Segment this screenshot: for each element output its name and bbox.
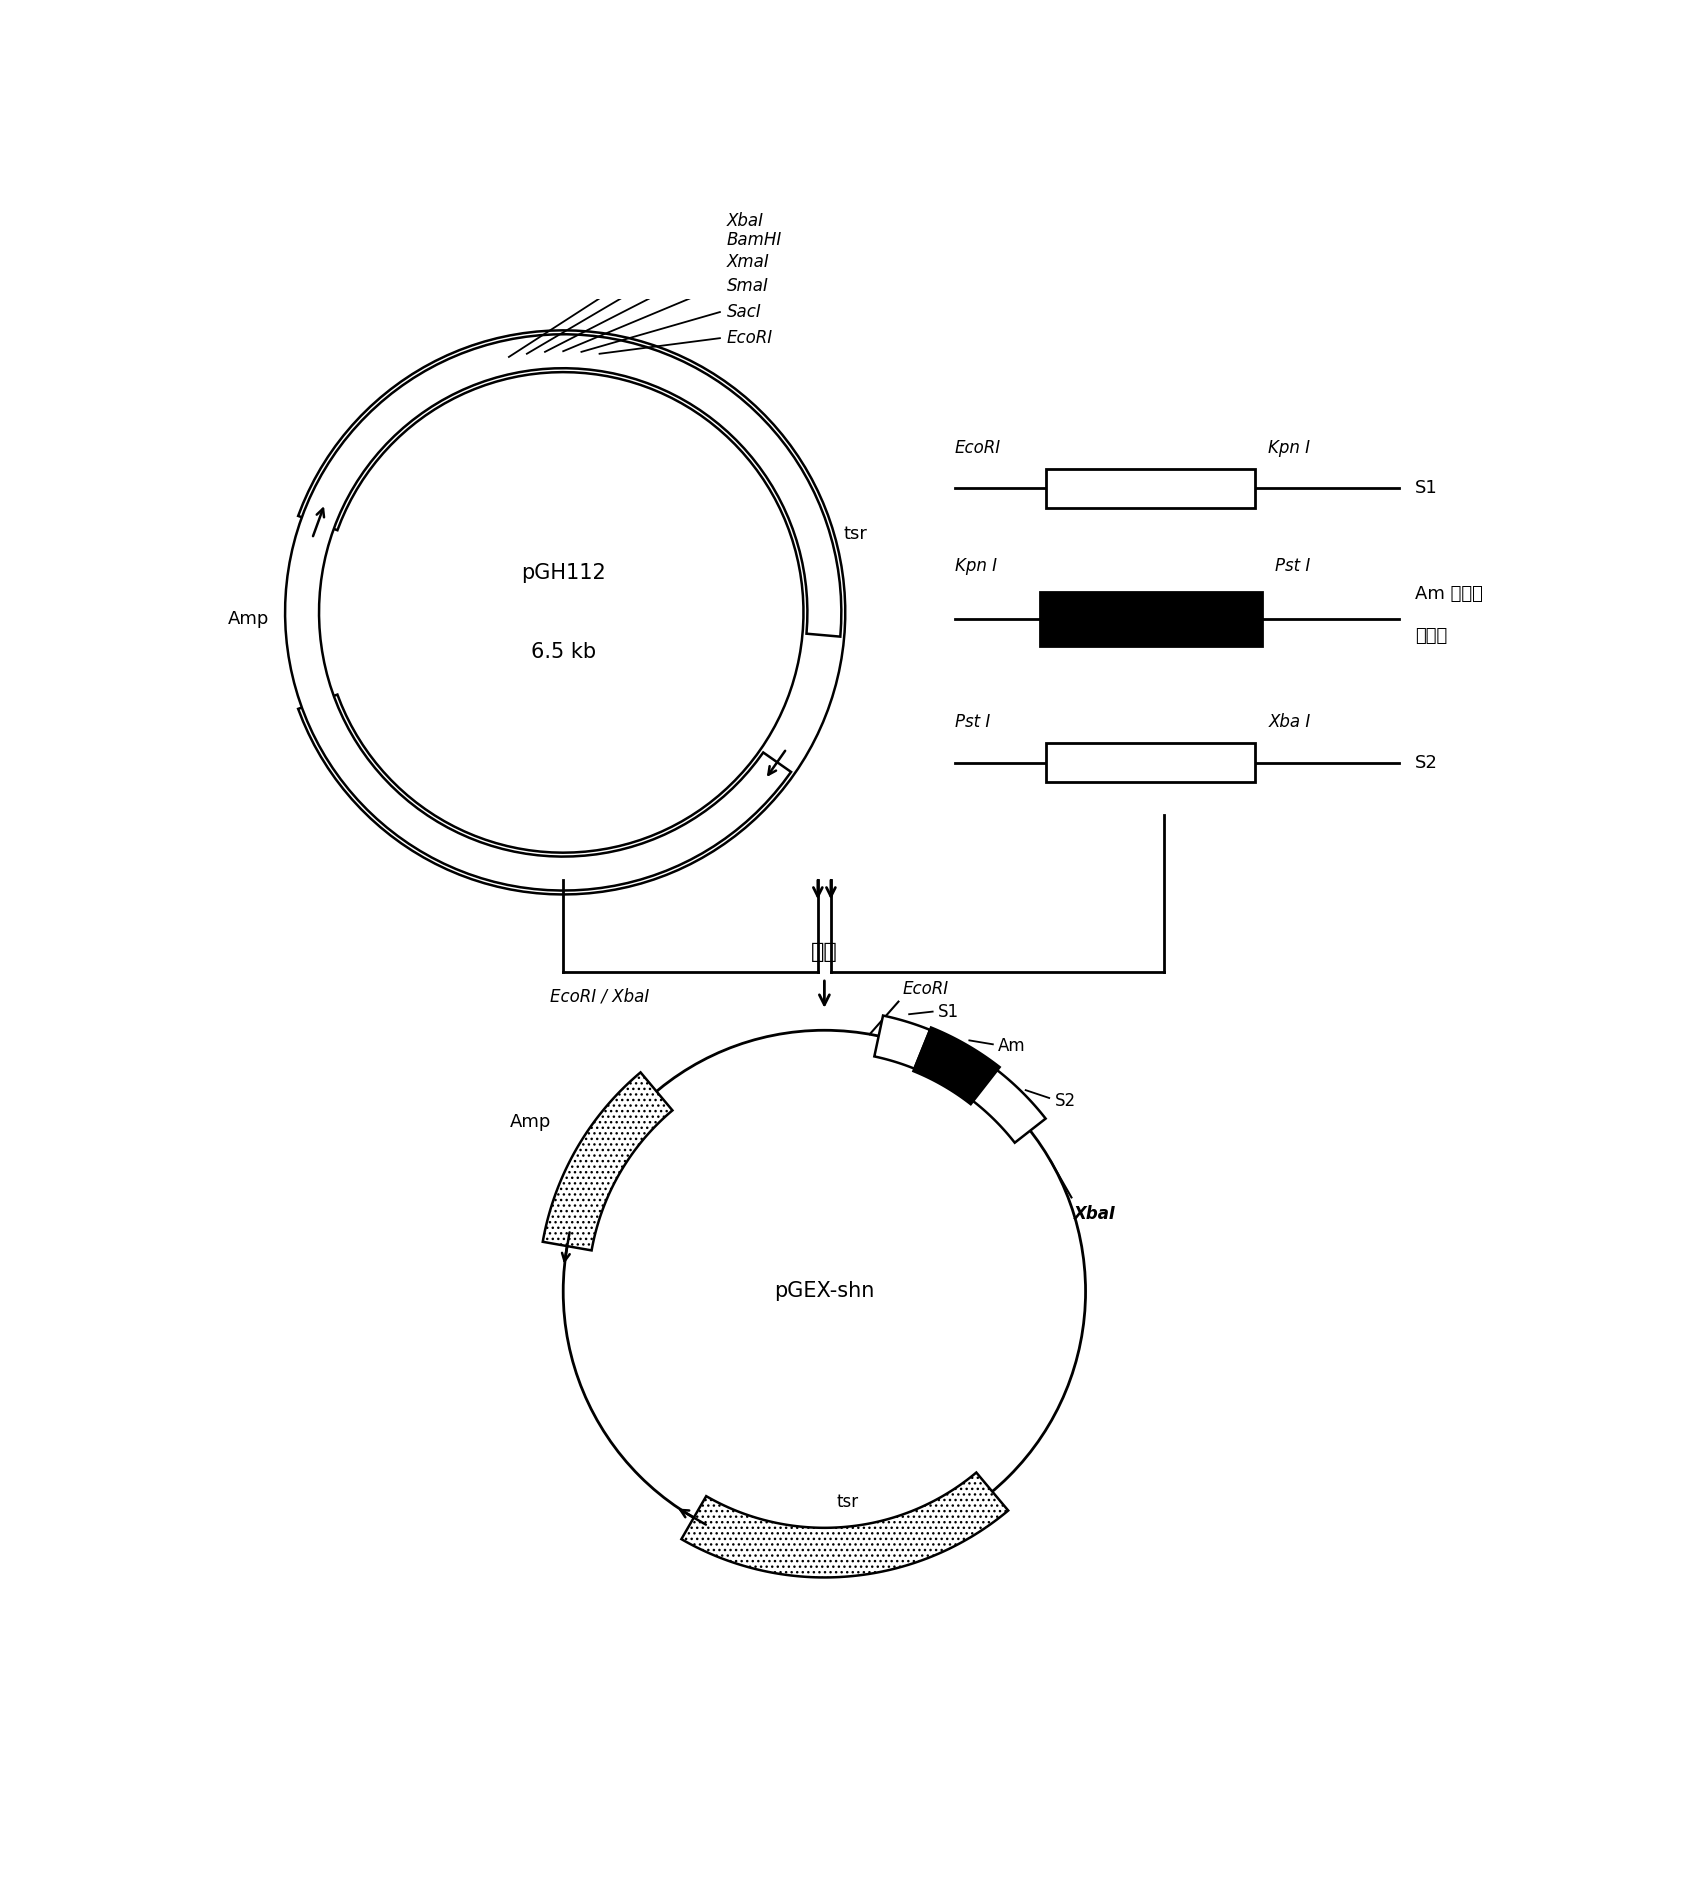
Text: S1: S1 bbox=[1415, 479, 1437, 498]
Text: Xba I: Xba I bbox=[1269, 713, 1311, 731]
Text: EcoRI / XbaI: EcoRI / XbaI bbox=[549, 988, 649, 1005]
Polygon shape bbox=[681, 1472, 1008, 1578]
Text: SacI: SacI bbox=[726, 303, 762, 320]
Polygon shape bbox=[298, 330, 846, 895]
Bar bbox=[1046, 743, 1255, 782]
Polygon shape bbox=[543, 1073, 672, 1250]
Text: Amp: Amp bbox=[509, 1112, 551, 1131]
Text: XbaI: XbaI bbox=[1073, 1205, 1115, 1223]
Text: S1: S1 bbox=[939, 1003, 959, 1020]
Text: EcoRI: EcoRI bbox=[726, 330, 772, 347]
Text: pGH112: pGH112 bbox=[521, 564, 605, 582]
Text: 因片段: 因片段 bbox=[1415, 628, 1447, 645]
Text: Kpn I: Kpn I bbox=[955, 558, 998, 575]
Text: tsr: tsr bbox=[836, 1493, 858, 1512]
Text: Pst I: Pst I bbox=[955, 713, 991, 731]
Text: S2: S2 bbox=[1055, 1091, 1075, 1110]
Text: Am 抗性基: Am 抗性基 bbox=[1415, 584, 1483, 603]
Polygon shape bbox=[875, 1016, 930, 1069]
Text: XbaI: XbaI bbox=[726, 211, 763, 230]
Text: EcoRI: EcoRI bbox=[955, 439, 1001, 456]
Text: Kpn I: Kpn I bbox=[1269, 439, 1311, 456]
Text: SmaI: SmaI bbox=[726, 277, 768, 294]
Text: BamHI: BamHI bbox=[726, 232, 782, 249]
Text: S2: S2 bbox=[1415, 754, 1437, 771]
Text: XmaI: XmaI bbox=[726, 253, 768, 271]
Text: Am: Am bbox=[998, 1037, 1026, 1054]
Text: 6.5 kb: 6.5 kb bbox=[531, 641, 596, 662]
Text: 连接: 连接 bbox=[810, 942, 837, 961]
Text: Amp: Amp bbox=[227, 611, 270, 628]
Polygon shape bbox=[285, 334, 841, 890]
Text: Pst I: Pst I bbox=[1276, 558, 1311, 575]
Text: EcoRI: EcoRI bbox=[903, 980, 949, 997]
Polygon shape bbox=[913, 1027, 999, 1105]
Text: tsr: tsr bbox=[844, 526, 868, 543]
Text: pGEX-shn: pGEX-shn bbox=[773, 1282, 875, 1301]
Bar bbox=[1046, 469, 1255, 507]
Polygon shape bbox=[974, 1071, 1046, 1142]
Bar bbox=[1040, 592, 1262, 647]
